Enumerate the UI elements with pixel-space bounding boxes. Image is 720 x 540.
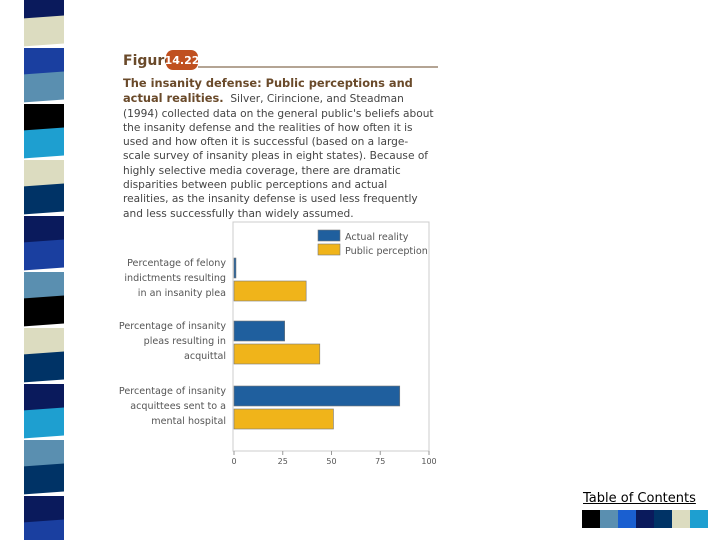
strip-tile bbox=[24, 160, 64, 188]
x-tick-label: 0 bbox=[231, 457, 236, 466]
bar bbox=[233, 257, 237, 279]
swatch bbox=[672, 510, 690, 528]
caption: The insanity defense: Public perceptions… bbox=[123, 76, 435, 221]
x-tick-label: 50 bbox=[326, 457, 336, 466]
bar bbox=[233, 408, 334, 430]
figure-title: The insanity defense: Public perceptions… bbox=[123, 76, 413, 106]
legend-swatch bbox=[317, 229, 341, 242]
swatch bbox=[636, 510, 654, 528]
strip-tile bbox=[24, 216, 64, 244]
swatch bbox=[618, 510, 636, 528]
legend-label: Public perception bbox=[345, 246, 428, 257]
strip-tile bbox=[24, 127, 64, 159]
category-label: Percentage of felony indictments resulti… bbox=[124, 258, 226, 299]
strip-tile bbox=[24, 71, 64, 103]
figure-label: Figure bbox=[123, 53, 174, 69]
bar bbox=[233, 343, 321, 365]
strip-tile bbox=[24, 463, 64, 495]
legend-label: Actual reality bbox=[345, 232, 409, 243]
badge bbox=[166, 50, 198, 70]
strip-tile bbox=[24, 351, 64, 383]
strip-tile bbox=[24, 384, 64, 412]
bar bbox=[233, 280, 307, 302]
strip-tile bbox=[24, 239, 64, 271]
category-label: Percentage of insanity pleas resulting i… bbox=[118, 321, 226, 362]
bar bbox=[233, 320, 286, 342]
figure-number: 14.22 bbox=[165, 54, 200, 67]
swatch bbox=[600, 510, 618, 528]
strip-tile bbox=[24, 183, 64, 215]
strip-tile bbox=[24, 440, 64, 468]
strip-tile bbox=[24, 272, 64, 300]
strip-tile bbox=[24, 407, 64, 439]
swatch bbox=[654, 510, 672, 528]
strip-tile bbox=[24, 519, 64, 540]
category-label: Percentage of insanity acquittees sent t… bbox=[118, 386, 226, 427]
strip-tile bbox=[24, 104, 64, 132]
caption-text: Silver, Cirincione, and Steadman (1994) … bbox=[123, 93, 434, 220]
x-tick-label: 25 bbox=[278, 457, 288, 466]
strip-tile bbox=[24, 48, 64, 76]
legend-swatch bbox=[317, 243, 341, 256]
swatch bbox=[690, 510, 708, 528]
x-tick-label: 75 bbox=[375, 457, 385, 466]
swatch bbox=[582, 510, 600, 528]
toc-link[interactable]: Table of Contents bbox=[583, 491, 696, 506]
bar bbox=[233, 385, 401, 407]
strip-tile bbox=[24, 15, 64, 47]
x-tick-label: 100 bbox=[421, 457, 436, 466]
strip-tile bbox=[24, 295, 64, 327]
strip-tile bbox=[24, 328, 64, 356]
strip-tile bbox=[24, 496, 64, 524]
strip-tile bbox=[24, 0, 64, 20]
